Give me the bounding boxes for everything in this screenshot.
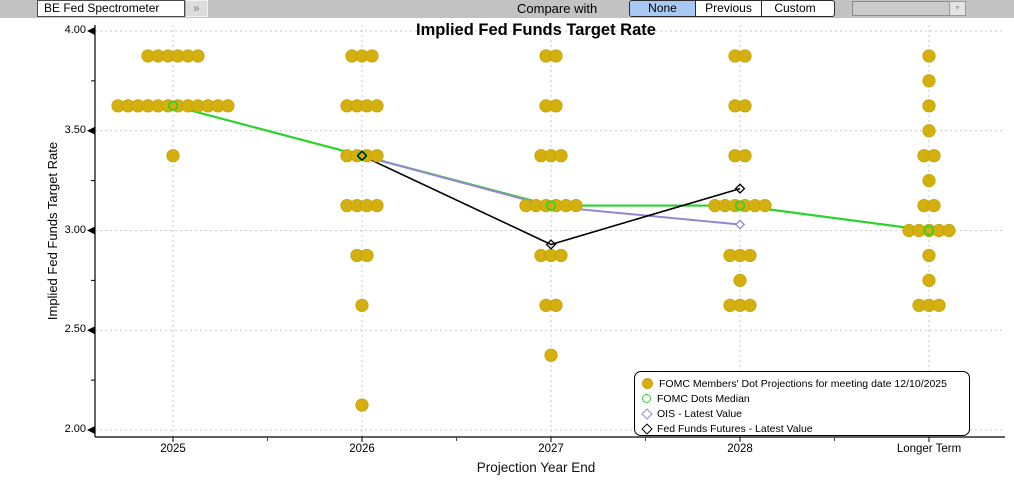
chevron-double-right-icon: » (193, 1, 200, 15)
x-tick-label: 2025 (160, 443, 186, 455)
purple-open-diamond-icon (641, 407, 653, 420)
legend-item-dots: FOMC Members' Dot Projections for meetin… (642, 376, 963, 391)
chevron-down-icon: ▼ (954, 5, 961, 12)
y-tick-label: 2.00 (64, 423, 86, 435)
legend-label: FOMC Dots Median (657, 392, 750, 405)
x-tick-label: Longer Term (896, 443, 962, 455)
compare-with-label: Compare with (517, 1, 598, 16)
y-tick-label: 3.00 (64, 223, 86, 236)
y-tick-label: 2.50 (64, 323, 86, 336)
legend-item-ois: OIS - Latest Value (641, 406, 963, 421)
app-selector-button[interactable]: BE Fed Spectrometer (37, 0, 185, 17)
chart-title: Implied Fed Funds Target Rate (416, 21, 656, 39)
x-tick-label: 2026 (349, 443, 375, 455)
compare-none-button[interactable]: None (630, 1, 696, 16)
legend-box: FOMC Members' Dot Projections for meetin… (634, 371, 970, 436)
expand-button[interactable]: » (185, 0, 208, 17)
black-open-diamond-icon (641, 422, 653, 435)
toolbar: BE Fed Spectrometer » Compare with None … (0, 0, 1014, 18)
y-tick-label: 4.00 (64, 24, 86, 36)
legend-item-median: FOMC Dots Median (642, 391, 963, 406)
green-open-circle-icon (642, 394, 651, 403)
compare-previous-button[interactable]: Previous (696, 1, 762, 16)
x-tick-label: 2027 (538, 443, 564, 455)
x-tick-label: 2028 (727, 443, 753, 455)
compare-custom-dropdown[interactable]: ▼ (852, 1, 966, 16)
legend-label: FOMC Members' Dot Projections for meetin… (659, 377, 947, 390)
x-axis-title: Projection Year End (476, 460, 596, 475)
legend-label: OIS - Latest Value (657, 407, 743, 420)
legend-item-futures: Fed Funds Futures - Latest Value (641, 421, 963, 436)
compare-button-group: None Previous Custom (629, 0, 835, 17)
y-tick-label: 3.50 (64, 123, 86, 136)
yellow-dot-icon (642, 378, 653, 389)
compare-custom-button[interactable]: Custom (762, 1, 828, 16)
legend-label: Fed Funds Futures - Latest Value (657, 422, 813, 435)
dropdown-arrow-button[interactable]: ▼ (949, 1, 966, 16)
